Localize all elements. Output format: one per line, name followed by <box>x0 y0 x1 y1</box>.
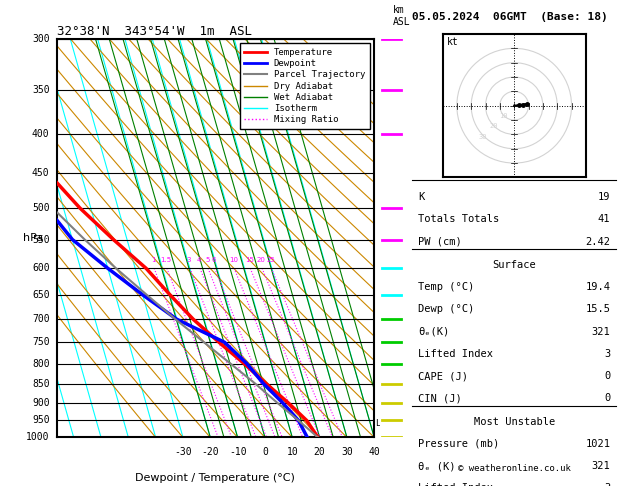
Text: 500: 500 <box>32 203 50 213</box>
Text: -7: -7 <box>380 125 390 135</box>
Text: 400: 400 <box>32 129 50 139</box>
Text: -8: -8 <box>380 70 389 80</box>
Text: Totals Totals: Totals Totals <box>418 214 499 224</box>
Text: 300: 300 <box>32 34 50 44</box>
Text: 3: 3 <box>604 483 610 486</box>
Text: -6: -6 <box>380 176 389 186</box>
Text: 2.42: 2.42 <box>586 237 610 246</box>
Text: 900: 900 <box>32 398 50 408</box>
Text: 30: 30 <box>341 447 353 457</box>
Text: -20: -20 <box>201 447 219 457</box>
Text: 321: 321 <box>591 327 610 337</box>
Text: Surface: Surface <box>493 260 536 270</box>
Text: Lifted Index: Lifted Index <box>418 349 493 359</box>
Legend: Temperature, Dewpoint, Parcel Trajectory, Dry Adiabat, Wet Adiabat, Isotherm, Mi: Temperature, Dewpoint, Parcel Trajectory… <box>240 43 370 129</box>
Text: 0: 0 <box>604 393 610 403</box>
Text: -2: -2 <box>380 356 390 366</box>
Text: 450: 450 <box>32 168 50 178</box>
Text: 650: 650 <box>32 290 50 300</box>
Text: -30: -30 <box>174 447 192 457</box>
Text: 19.4: 19.4 <box>586 282 610 292</box>
Text: 550: 550 <box>32 235 50 244</box>
Text: 321: 321 <box>591 461 610 471</box>
Text: 20: 20 <box>314 447 325 457</box>
Text: 10: 10 <box>499 113 508 119</box>
Text: 32°38'N  343°54'W  1m  ASL: 32°38'N 343°54'W 1m ASL <box>57 25 252 38</box>
Text: 6: 6 <box>211 257 216 263</box>
Text: 25: 25 <box>266 257 275 263</box>
Text: 1021: 1021 <box>586 439 610 449</box>
Text: 20: 20 <box>257 257 265 263</box>
Text: hPa: hPa <box>23 233 43 243</box>
Text: km
ASL: km ASL <box>393 5 411 27</box>
Text: 5: 5 <box>205 257 209 263</box>
Text: 0: 0 <box>262 447 268 457</box>
Text: 1000: 1000 <box>26 433 50 442</box>
Text: 3: 3 <box>604 349 610 359</box>
Text: 15: 15 <box>245 257 253 263</box>
Text: Lifted Index: Lifted Index <box>418 483 493 486</box>
Text: 19: 19 <box>598 192 610 202</box>
Text: 05.05.2024  06GMT  (Base: 18): 05.05.2024 06GMT (Base: 18) <box>412 12 608 22</box>
Text: 41: 41 <box>598 214 610 224</box>
Text: 3: 3 <box>187 257 191 263</box>
Text: 600: 600 <box>32 263 50 273</box>
Text: 15.5: 15.5 <box>586 304 610 314</box>
Text: CAPE (J): CAPE (J) <box>418 371 468 381</box>
Text: PW (cm): PW (cm) <box>418 237 462 246</box>
Text: 10: 10 <box>286 447 298 457</box>
Text: 30: 30 <box>479 134 487 139</box>
Text: -3: -3 <box>380 315 389 325</box>
Text: 1.5: 1.5 <box>160 257 172 263</box>
Text: K: K <box>418 192 425 202</box>
Text: 10: 10 <box>229 257 238 263</box>
Text: Mixing Ratio (g/kg): Mixing Ratio (g/kg) <box>414 192 424 284</box>
Text: 0: 0 <box>604 371 610 381</box>
Text: Most Unstable: Most Unstable <box>474 417 555 427</box>
Text: 950: 950 <box>32 416 50 425</box>
Text: 4: 4 <box>197 257 201 263</box>
Text: 850: 850 <box>32 379 50 389</box>
Text: 1: 1 <box>151 257 155 263</box>
Text: 700: 700 <box>32 314 50 324</box>
Text: 40: 40 <box>369 447 380 457</box>
Text: Dewp (°C): Dewp (°C) <box>418 304 474 314</box>
Text: -1: -1 <box>380 397 389 407</box>
Text: 750: 750 <box>32 337 50 347</box>
Text: θₑ (K): θₑ (K) <box>418 461 455 471</box>
Text: CIN (J): CIN (J) <box>418 393 462 403</box>
Text: -5: -5 <box>380 225 390 235</box>
Text: 800: 800 <box>32 359 50 368</box>
Text: kt: kt <box>447 37 459 48</box>
Text: 350: 350 <box>32 85 50 95</box>
Text: Temp (°C): Temp (°C) <box>418 282 474 292</box>
Text: 20: 20 <box>489 123 498 129</box>
Text: Pressure (mb): Pressure (mb) <box>418 439 499 449</box>
Text: LCL: LCL <box>375 419 391 428</box>
Text: Dewpoint / Temperature (°C): Dewpoint / Temperature (°C) <box>135 473 296 483</box>
Text: θₑ(K): θₑ(K) <box>418 327 449 337</box>
Text: © weatheronline.co.uk: © weatheronline.co.uk <box>458 464 571 473</box>
Text: -10: -10 <box>229 447 247 457</box>
Text: -4: -4 <box>380 271 389 281</box>
